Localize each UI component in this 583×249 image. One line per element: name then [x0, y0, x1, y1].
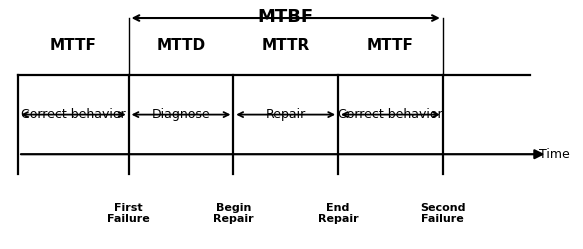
Text: MTBF: MTBF [258, 8, 314, 26]
Text: MTTF: MTTF [367, 38, 414, 53]
Text: MTTD: MTTD [156, 38, 206, 53]
Text: MTTR: MTTR [262, 38, 310, 53]
Text: MTTF: MTTF [50, 38, 97, 53]
Text: Time: Time [539, 148, 570, 161]
Text: Begin
Repair: Begin Repair [213, 203, 254, 224]
Text: Correct behavior: Correct behavior [338, 108, 442, 121]
Text: Repair: Repair [266, 108, 306, 121]
Text: End
Repair: End Repair [318, 203, 359, 224]
Text: Correct behavior: Correct behavior [21, 108, 126, 121]
Text: First
Failure: First Failure [107, 203, 150, 224]
Text: Diagnose: Diagnose [152, 108, 210, 121]
Text: Second
Failure: Second Failure [420, 203, 465, 224]
